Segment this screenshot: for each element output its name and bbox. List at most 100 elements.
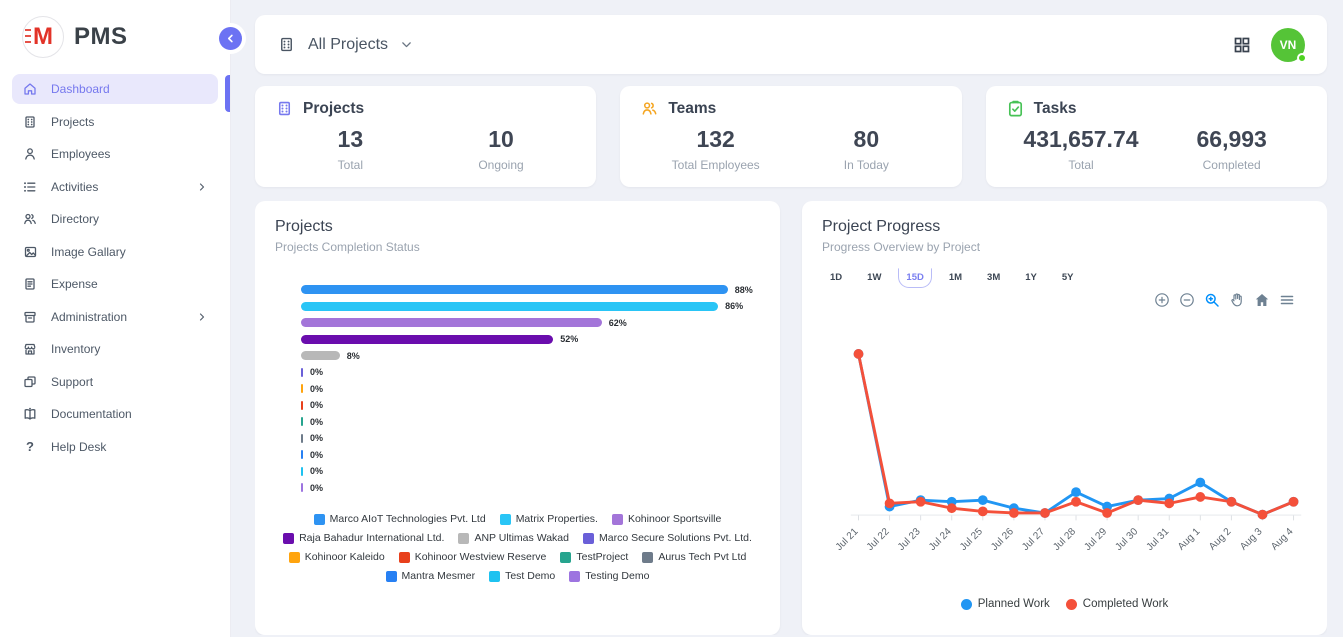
zoom-in-icon[interactable]: [1153, 292, 1170, 309]
data-point: [1195, 491, 1206, 502]
bar-value-label: 0%: [310, 416, 324, 427]
legend-label: Test Demo: [505, 570, 556, 583]
bar-value-label: 0%: [310, 482, 324, 493]
card-title: Project Progress: [822, 217, 941, 235]
legend-swatch-icon: [582, 532, 594, 544]
legend-label: Marco AIoT Technologies Pvt. Ltd: [329, 513, 486, 526]
legend-item[interactable]: Completed Work: [1065, 598, 1168, 610]
legend-swatch-icon: [569, 570, 581, 582]
bar-row: 0%: [301, 480, 760, 497]
legend-label: Planned Work: [977, 598, 1050, 611]
selection-zoom-icon[interactable]: [1203, 292, 1220, 309]
reset-zoom-home-icon[interactable]: [1253, 292, 1270, 309]
sidebar-item-support[interactable]: Support: [12, 367, 218, 397]
range-1w[interactable]: 1W: [867, 271, 882, 283]
bar-row: 0%: [301, 447, 760, 464]
legend-swatch-icon: [489, 570, 501, 582]
bar-row: 0%: [301, 414, 760, 431]
sidebar-item-directory[interactable]: Directory: [12, 204, 218, 234]
data-point: [946, 502, 957, 513]
sidebar-item-help-desk[interactable]: ? Help Desk: [12, 432, 218, 462]
sidebar-item-documentation[interactable]: Documentation: [12, 399, 218, 429]
legend-swatch-icon: [611, 513, 623, 525]
store-icon: [22, 341, 38, 357]
sidebar-item-administration[interactable]: Administration: [12, 302, 218, 332]
legend-item[interactable]: Matrix Properties.: [499, 513, 598, 525]
bar: [301, 450, 303, 460]
zoom-out-icon[interactable]: [1178, 292, 1195, 309]
card-subtitle: Progress Overview by Project: [822, 239, 981, 254]
people-icon: [22, 211, 38, 227]
archive-icon: [22, 309, 38, 325]
sidebar-item-label: Projects: [51, 114, 95, 129]
stat-card-teams: Teams 132 Total Employees 80 In Today: [620, 86, 962, 187]
bar: [301, 367, 303, 377]
legend-swatch-icon: [283, 532, 295, 544]
bar: [301, 318, 602, 328]
legend-swatch-icon: [398, 551, 410, 563]
range-3m[interactable]: 3M: [987, 271, 1001, 283]
legend-item[interactable]: Kohinoor Westview Reserve: [398, 551, 546, 563]
legend-item[interactable]: Testing Demo: [569, 570, 649, 582]
sidebar-item-projects[interactable]: Projects: [12, 107, 218, 137]
sidebar-item-dashboard[interactable]: Dashboard: [12, 74, 218, 104]
legend-dot-icon: [960, 598, 972, 610]
bar-value-label: 88%: [734, 284, 753, 295]
sidebar-item-label: Employees: [51, 147, 111, 161]
stat-title: Teams: [668, 99, 717, 117]
legend-item[interactable]: Kohinoor Kaleido: [288, 551, 385, 563]
person-icon: [22, 146, 38, 162]
range-1y[interactable]: 1Y: [1025, 271, 1037, 283]
sidebar-item-image-gallary[interactable]: Image Gallary: [12, 237, 218, 267]
bar-row: 52%: [301, 331, 760, 348]
x-axis-label: Jul 22: [865, 526, 892, 553]
line-chart-legend: Planned Work Completed Work: [822, 598, 1307, 610]
user-avatar[interactable]: VN: [1271, 27, 1307, 63]
bar-row: 0%: [301, 381, 760, 398]
bar-value-label: 0%: [310, 449, 324, 460]
bar-row: 0%: [301, 463, 760, 480]
sidebar-item-expense[interactable]: Expense: [12, 269, 218, 299]
sidebar-item-label: Administration: [51, 309, 128, 324]
legend-item[interactable]: TestProject: [560, 551, 628, 563]
legend-swatch-icon: [642, 551, 654, 563]
sidebar-item-employees[interactable]: Employees: [12, 139, 218, 169]
legend-item[interactable]: Raja Bahadur International Ltd.: [283, 532, 444, 544]
pan-icon[interactable]: [1228, 292, 1245, 309]
legend-item[interactable]: Test Demo: [489, 570, 555, 582]
bar-chart-legend: Marco AIoT Technologies Pvt. Ltd Matrix P…: [275, 513, 760, 582]
bar: [301, 466, 303, 476]
legend-item[interactable]: Kohinoor Sportsville: [611, 513, 722, 526]
data-point: [884, 498, 895, 508]
main-content: All Projects VN Projects 13 Total: [231, 0, 1343, 637]
metric-completed: 66,993 Completed: [1196, 126, 1267, 172]
clipboard-check-icon: [1008, 100, 1022, 117]
x-axis-label: Jul 21: [834, 526, 861, 553]
legend-label: Raja Bahadur International Ltd.: [299, 532, 445, 545]
legend-item[interactable]: Aurus Tech Pvt Ltd: [642, 551, 746, 563]
legend-item[interactable]: Marco Secure Solutions Pvt. Ltd.: [582, 532, 752, 544]
legend-label: Kohinoor Sportsville: [627, 513, 722, 526]
sidebar-item-inventory[interactable]: Inventory: [12, 334, 218, 364]
stat-title: Projects: [303, 99, 365, 117]
x-axis-label: Jul 31: [1145, 526, 1172, 553]
range-1d[interactable]: 1D: [830, 271, 843, 283]
sidebar: M PMS Dashboard Projects Employees Activ…: [0, 0, 231, 637]
project-filter-dropdown[interactable]: All Projects: [277, 35, 413, 54]
legend-item[interactable]: Marco AIoT Technologies Pvt. Ltd: [313, 513, 486, 526]
apps-grid-icon[interactable]: [1233, 36, 1251, 54]
legend-item[interactable]: Mantra Mesmer: [385, 570, 475, 582]
legend-item[interactable]: ANP Ultimas Wakad: [458, 532, 569, 544]
legend-item[interactable]: Planned Work: [960, 598, 1050, 611]
menu-icon[interactable]: [1278, 292, 1295, 309]
topbar: All Projects VN: [255, 15, 1327, 74]
sidebar-item-activities[interactable]: Activities: [12, 172, 218, 202]
bar-value-label: 62%: [608, 317, 627, 328]
sidebar-collapse-button[interactable]: [219, 27, 242, 50]
legend-swatch-icon: [385, 570, 397, 582]
data-point: [1040, 507, 1050, 518]
range-5y[interactable]: 5Y: [1061, 271, 1074, 283]
list-icon: [22, 179, 38, 195]
range-15d[interactable]: 15D: [898, 267, 932, 288]
range-1m[interactable]: 1M: [948, 271, 963, 283]
